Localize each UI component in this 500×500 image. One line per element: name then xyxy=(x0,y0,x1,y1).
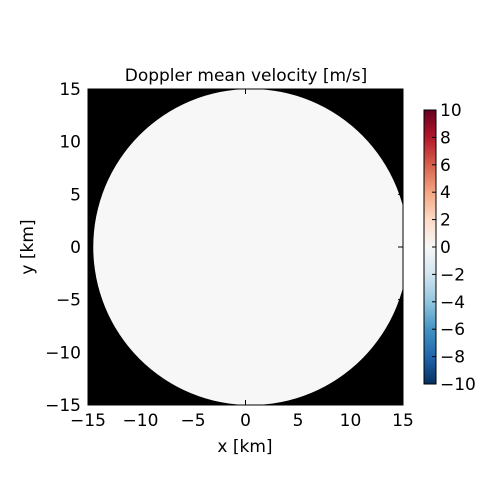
colorbar-tick-label: 0 xyxy=(440,238,451,258)
colorbar-tick-label: 8 xyxy=(440,128,451,148)
y-tick-label: −15 xyxy=(45,396,81,416)
y-axis-ticks: −15 −10 −5 0 5 10 15 xyxy=(45,80,403,416)
plot-area xyxy=(87,88,404,406)
x-tick-label: −10 xyxy=(123,411,159,431)
colorbar-tick-label: 2 xyxy=(440,211,451,231)
y-tick-label: 5 xyxy=(70,185,81,205)
y-axis-label: y [km] xyxy=(18,219,38,274)
colorbar-tick-label: −2 xyxy=(440,265,465,285)
y-tick-label: −10 xyxy=(45,343,81,363)
x-tick-label: 15 xyxy=(392,411,414,431)
y-tick-label: 15 xyxy=(59,80,81,100)
colorbar-tick-label: −10 xyxy=(440,375,476,395)
colorbar: −10 −8 −6 −4 −2 0 2 4 6 8 10 xyxy=(423,101,476,395)
velocity-field-disk xyxy=(93,89,403,405)
colorbar-tick-label: 6 xyxy=(440,156,451,176)
colorbar-tick-label: 10 xyxy=(440,101,462,121)
x-axis-ticks: −15 −10 −5 0 5 10 15 xyxy=(70,89,414,431)
x-tick-label: 10 xyxy=(340,411,362,431)
colorbar-tick-label: −8 xyxy=(440,348,465,368)
y-tick-label: 10 xyxy=(59,133,81,153)
y-tick-label: 0 xyxy=(70,238,81,258)
colorbar-tick-label: 4 xyxy=(440,183,451,203)
x-tick-label: −5 xyxy=(180,411,205,431)
data-clip-group xyxy=(93,89,403,405)
x-tick-label: 0 xyxy=(240,411,251,431)
x-tick-label: 5 xyxy=(293,411,304,431)
colorbar-tick-label: −6 xyxy=(440,320,465,340)
chart-title: Doppler mean velocity [m/s] xyxy=(125,66,368,86)
x-axis-label: x [km] xyxy=(217,437,272,457)
x-tick-label: −15 xyxy=(70,411,106,431)
colorbar-tick-label: −4 xyxy=(440,293,465,313)
y-tick-label: −5 xyxy=(56,291,81,311)
